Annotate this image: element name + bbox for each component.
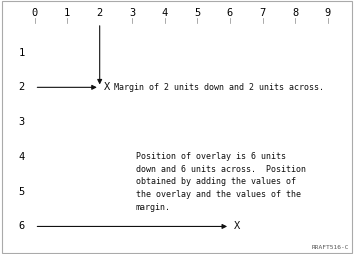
Text: 3: 3 (18, 117, 25, 127)
Text: 1: 1 (64, 8, 70, 18)
Text: 6: 6 (227, 8, 233, 18)
Text: 9: 9 (325, 8, 331, 18)
Text: 7: 7 (259, 8, 266, 18)
Text: X: X (234, 221, 240, 231)
Text: 4: 4 (18, 152, 25, 162)
Text: Margin of 2 units down and 2 units across.: Margin of 2 units down and 2 units acros… (114, 83, 324, 92)
Text: 0: 0 (32, 8, 38, 18)
Text: Position of overlay is 6 units
down and 6 units across.  Position
obtained by ad: Position of overlay is 6 units down and … (136, 152, 306, 212)
Text: 4: 4 (162, 8, 168, 18)
Text: 6: 6 (18, 221, 25, 231)
Text: 2: 2 (18, 82, 25, 92)
Text: 1: 1 (18, 47, 25, 58)
Text: X: X (104, 82, 110, 92)
Text: RRAFT516-C: RRAFT516-C (311, 245, 349, 250)
Text: 5: 5 (18, 187, 25, 197)
Text: 5: 5 (194, 8, 200, 18)
Text: 3: 3 (129, 8, 135, 18)
Text: 2: 2 (97, 8, 103, 18)
Text: 8: 8 (292, 8, 298, 18)
